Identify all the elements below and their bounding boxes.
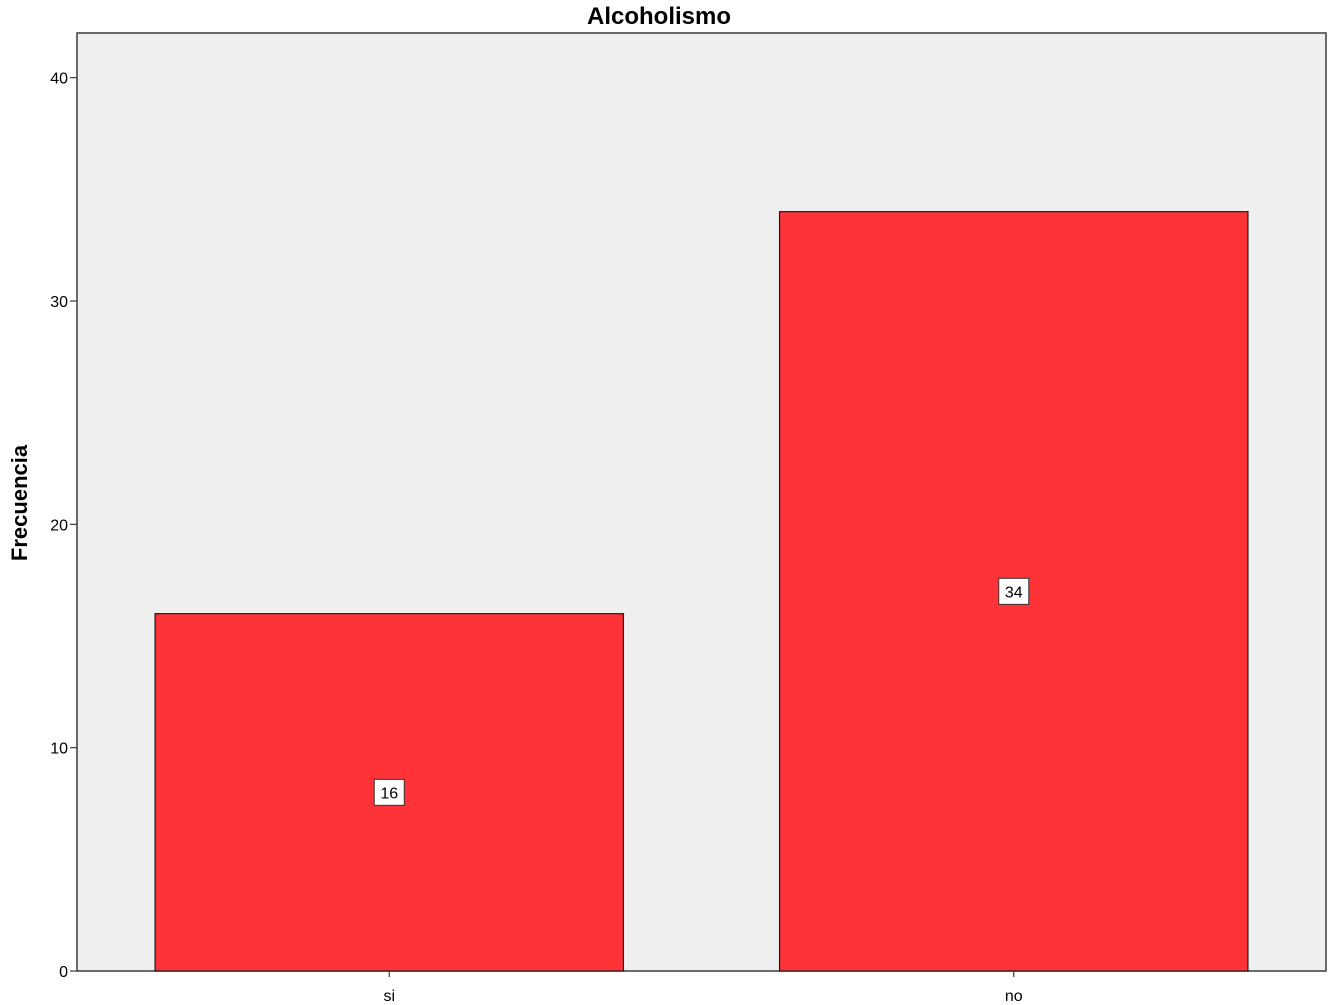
axis-ticks: si no 0 10 20 30 40: [50, 71, 1023, 1005]
data-label-box: [998, 577, 1030, 605]
data-label-no: 34: [998, 577, 1030, 605]
y-tick-label: 10: [50, 741, 68, 758]
y-tick-label: 20: [50, 517, 68, 534]
data-label-box: [373, 778, 405, 806]
data-label-si: 16: [373, 778, 405, 806]
data-label-value: 16: [380, 785, 398, 802]
y-tick-label: 0: [59, 964, 68, 981]
y-axis-label: Frecuencia: [7, 444, 32, 561]
data-label-value: 34: [1005, 584, 1023, 601]
chart-title: Alcoholismo: [587, 3, 731, 30]
y-tick-label: 40: [50, 71, 68, 88]
x-tick-label: si: [383, 988, 395, 1005]
y-tick-label: 30: [50, 294, 68, 311]
x-tick-label: no: [1005, 988, 1023, 1005]
